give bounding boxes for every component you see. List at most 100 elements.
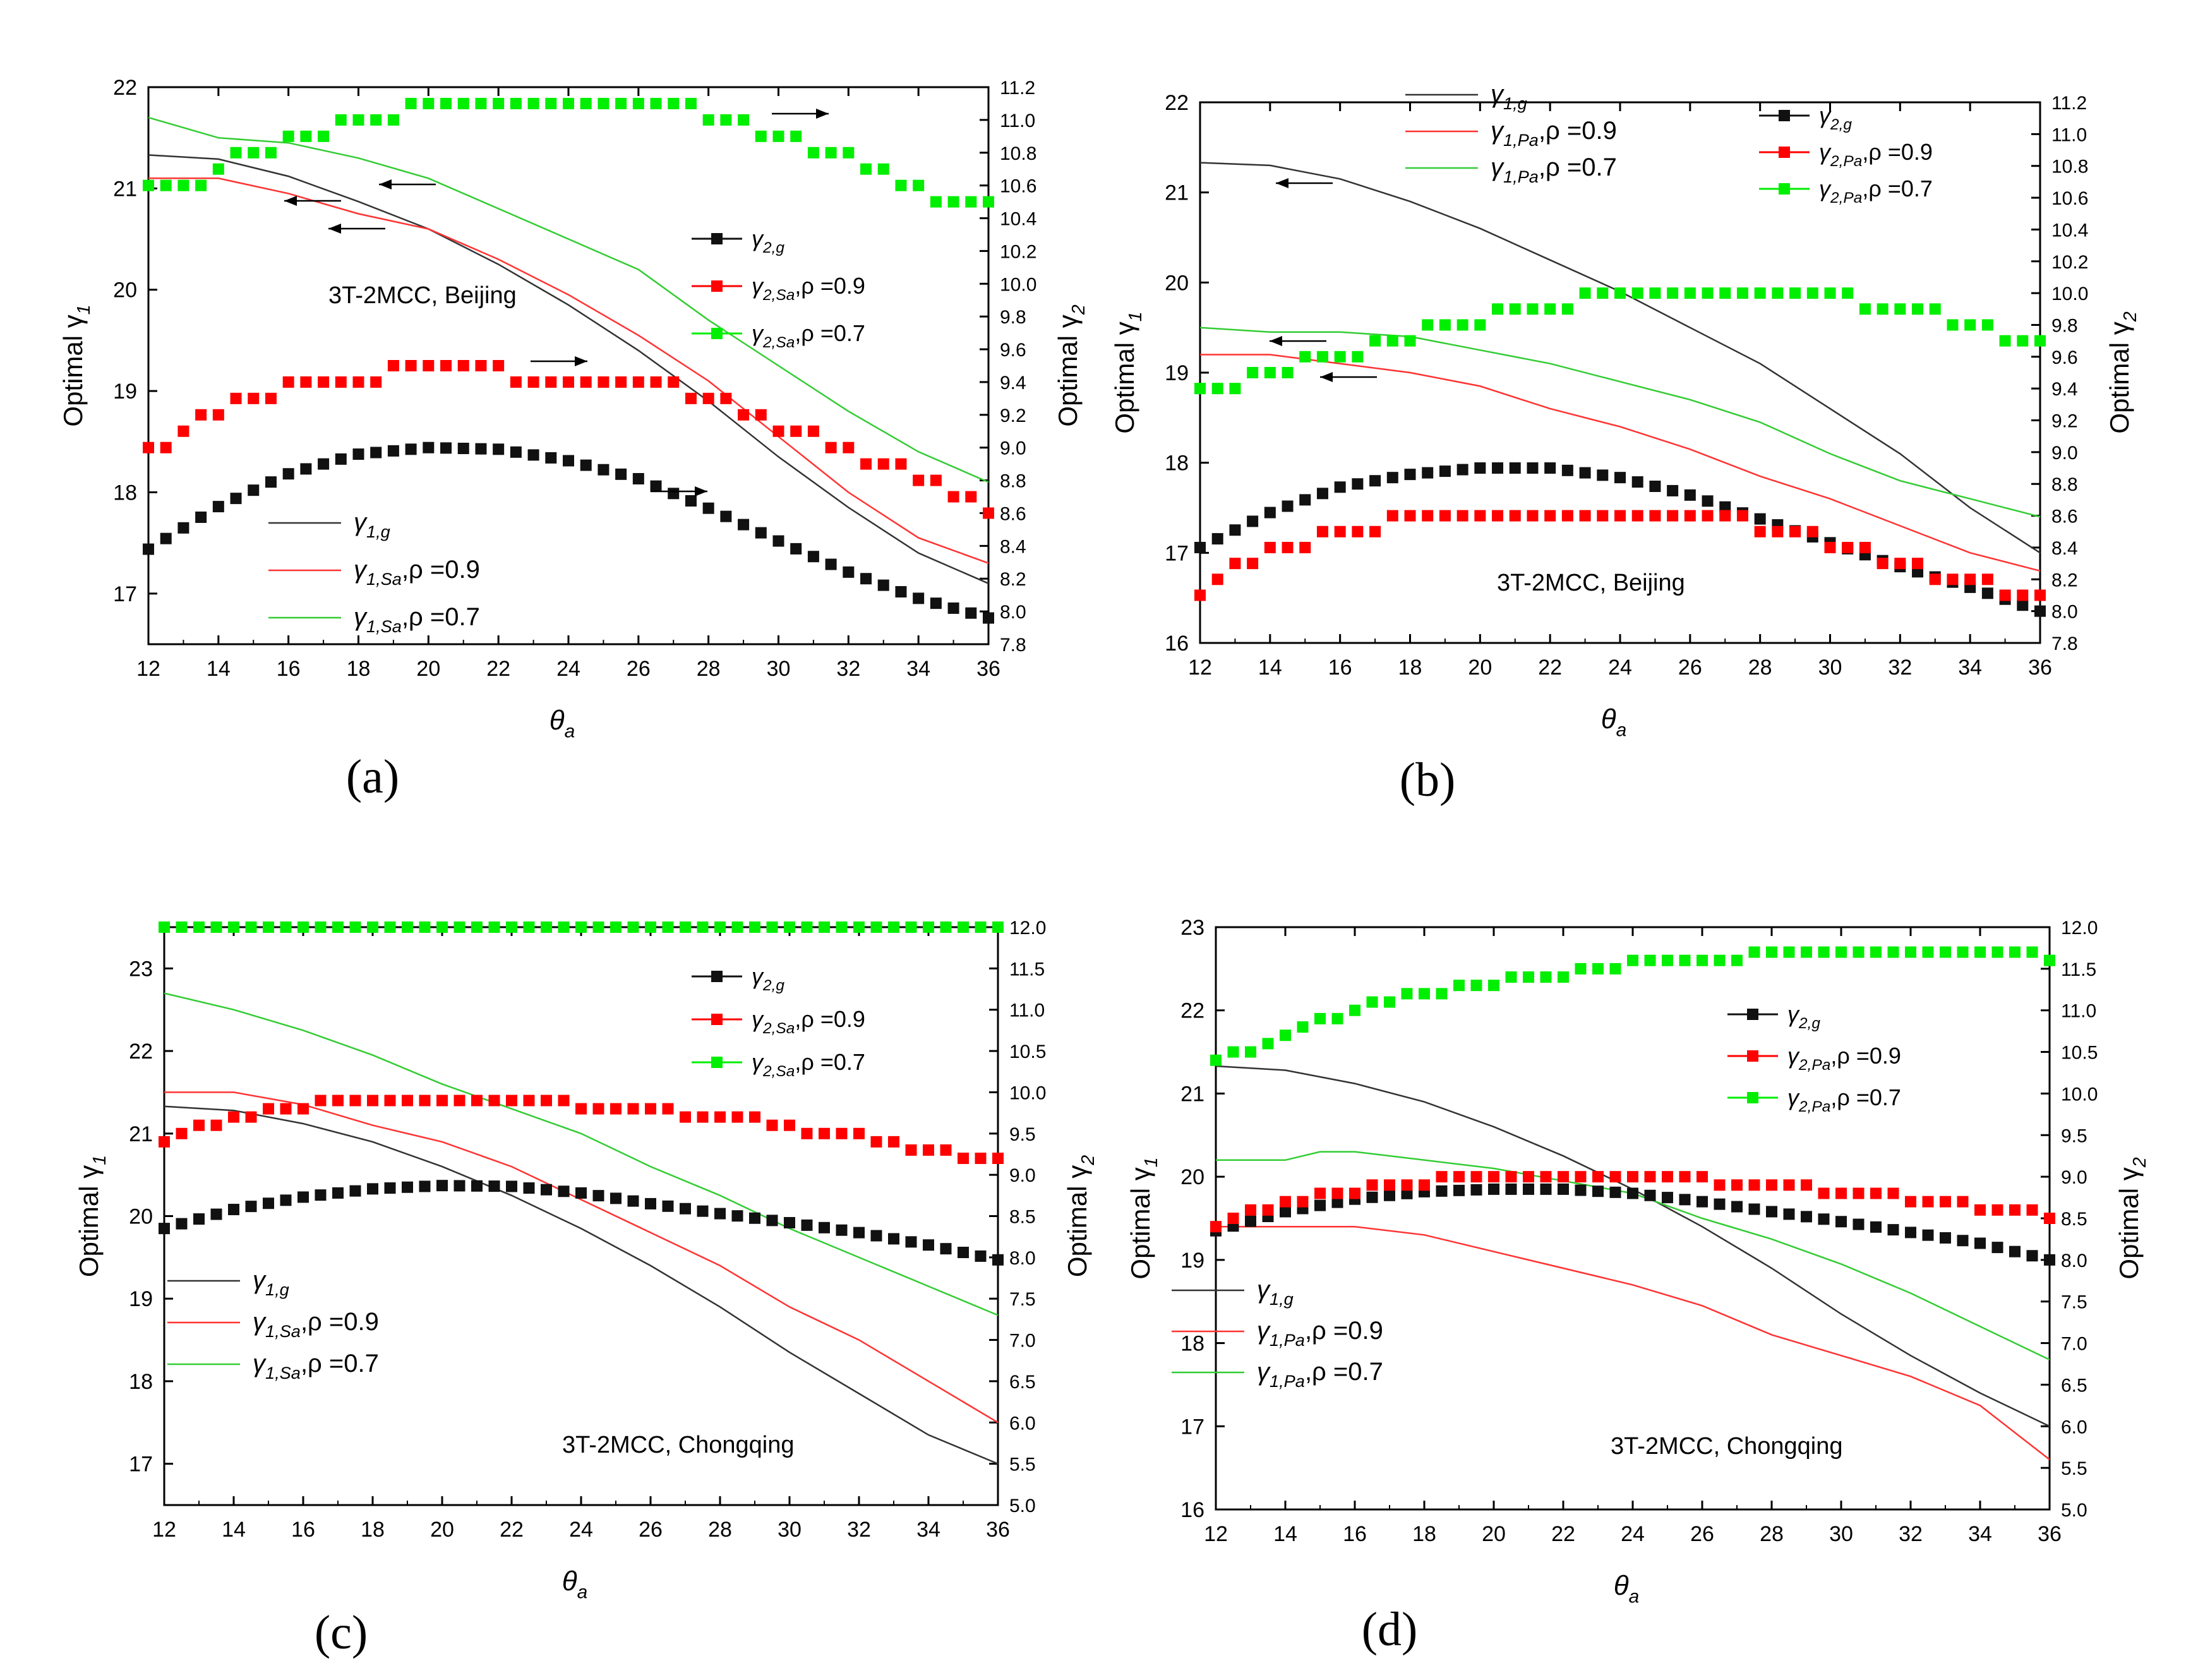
- marker: [176, 1218, 188, 1230]
- marker: [1754, 287, 1766, 299]
- marker: [453, 921, 465, 933]
- marker: [1210, 1054, 1222, 1066]
- marker: [662, 921, 674, 933]
- legend-left-label-2-sub: 1,Sa: [366, 569, 402, 589]
- marker: [1818, 1213, 1830, 1225]
- marker: [523, 1182, 535, 1194]
- marker: [1474, 462, 1486, 474]
- marker: [766, 921, 778, 933]
- y-right-tick-label: 8.5: [1009, 1207, 1036, 1228]
- y-right-tick-label: 10.2: [2051, 252, 2088, 273]
- marker: [913, 179, 925, 191]
- y-left-tick-label: 23: [1180, 916, 1204, 940]
- legend-left-label-3: γ1,Sa,ρ =0.7: [354, 603, 480, 636]
- marker: [1331, 1196, 1343, 1208]
- x-tick-label: 14: [207, 657, 231, 681]
- marker: [1492, 510, 1504, 522]
- marker: [1766, 946, 1777, 958]
- marker: [2009, 1204, 2021, 1216]
- marker: [905, 921, 917, 933]
- marker: [245, 1111, 257, 1123]
- marker: [1859, 541, 1871, 553]
- series-markers-3: [1210, 946, 2055, 1066]
- x-tick-label: 18: [361, 1518, 385, 1542]
- y-left-axis-label: Optimal γ1: [58, 304, 94, 426]
- axis-arrow-head: [284, 196, 297, 206]
- series-markers-2: [143, 360, 994, 519]
- marker: [1453, 1184, 1465, 1196]
- marker: [702, 114, 714, 126]
- y-left-tick-label: 21: [1165, 181, 1189, 205]
- marker: [632, 472, 644, 484]
- marker: [1842, 541, 1854, 553]
- marker: [888, 921, 899, 933]
- marker: [1981, 573, 1993, 585]
- y-right-tick-label: 10.2: [1000, 241, 1036, 262]
- marker: [527, 97, 539, 109]
- marker: [440, 360, 452, 371]
- marker: [1697, 954, 1708, 966]
- marker: [440, 442, 452, 454]
- marker: [1419, 988, 1430, 1000]
- marker: [1818, 946, 1830, 958]
- legend-right-label-2-base: γ: [1819, 139, 1832, 165]
- y-right-tick-label: 9.4: [2051, 379, 2078, 400]
- y-right-tick-label: 8.0: [2051, 602, 2078, 623]
- legend-right-label-2: γ2,Sa,ρ =0.9: [752, 1006, 865, 1037]
- marker: [610, 1103, 622, 1115]
- marker: [457, 360, 469, 371]
- x-tick-label: 32: [836, 657, 860, 681]
- marker: [650, 376, 662, 388]
- marker: [248, 484, 260, 496]
- x-tick-label: 26: [627, 657, 651, 681]
- y-right-axis-label-base: Optimal γ: [2105, 321, 2134, 433]
- marker: [965, 607, 977, 619]
- marker: [387, 445, 399, 457]
- marker: [1264, 541, 1276, 553]
- y-right-tick-label: 10.5: [2061, 1043, 2098, 1064]
- marker: [510, 97, 522, 109]
- marker: [1299, 494, 1311, 506]
- marker: [1870, 1187, 1882, 1199]
- legend-marker: [711, 1057, 723, 1068]
- marker: [1488, 1183, 1499, 1195]
- marker: [1401, 1187, 1413, 1199]
- marker: [160, 441, 172, 453]
- marker: [645, 1197, 656, 1209]
- marker: [177, 179, 189, 191]
- marker: [836, 1127, 848, 1139]
- marker: [731, 921, 743, 933]
- marker: [738, 114, 750, 126]
- panel-label: (a): [346, 750, 399, 803]
- axis-arrow-head: [816, 109, 829, 119]
- y-right-axis-label-sub: 2: [2120, 311, 2141, 322]
- marker: [1561, 510, 1573, 522]
- legend-marker: [711, 971, 723, 982]
- marker: [318, 376, 330, 388]
- x-tick-label: 26: [1690, 1522, 1714, 1546]
- marker: [772, 130, 784, 142]
- marker: [177, 425, 189, 437]
- marker: [1194, 541, 1206, 553]
- y-left-tick-label: 18: [1165, 452, 1189, 476]
- x-axis-label-sub: a: [1616, 719, 1627, 740]
- marker: [1905, 946, 1916, 958]
- marker: [2017, 335, 2029, 347]
- marker: [1369, 335, 1381, 347]
- y-right-tick-label: 9.6: [1000, 340, 1026, 361]
- marker: [1731, 1201, 1743, 1213]
- marker: [877, 163, 889, 175]
- x-tick-label: 28: [1760, 1522, 1784, 1546]
- x-tick-label: 32: [1888, 656, 1912, 680]
- marker: [2034, 589, 2046, 601]
- marker: [1964, 319, 1976, 331]
- marker: [592, 1190, 604, 1202]
- marker: [766, 1119, 778, 1131]
- marker: [1801, 1179, 1812, 1191]
- marker: [300, 463, 312, 475]
- legend-left-label-3-suffix: ,ρ =0.7: [402, 603, 480, 631]
- legend-right-label-3: γ2,Sa,ρ =0.7: [752, 320, 865, 351]
- marker: [1991, 946, 2003, 958]
- marker: [1527, 462, 1539, 474]
- marker: [801, 1219, 813, 1231]
